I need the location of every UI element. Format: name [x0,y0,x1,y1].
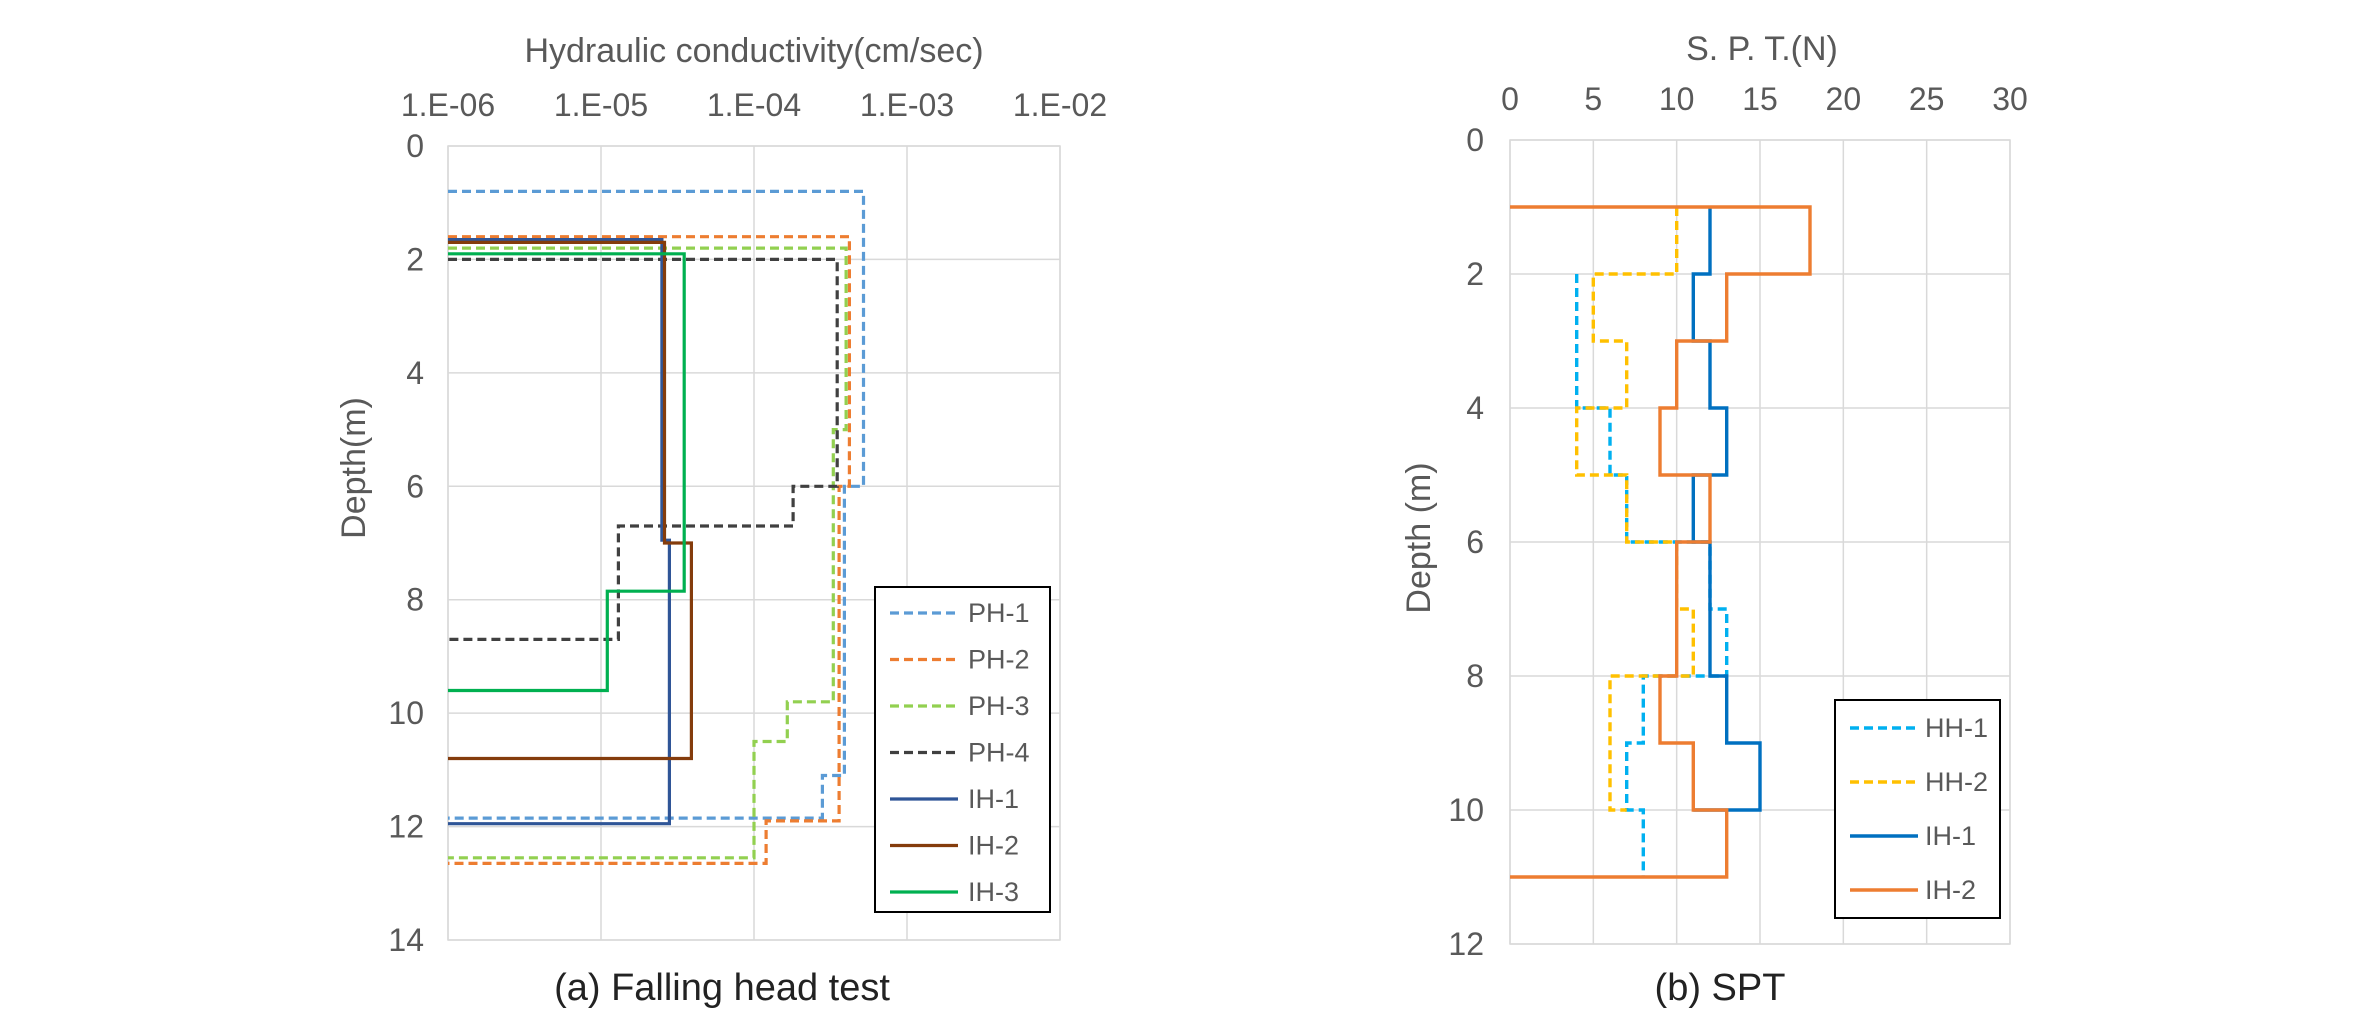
series-line-ph-3 [448,246,848,860]
y-tick-label: 12 [388,809,424,845]
legend-label-hh-1: HH-1 [1925,713,1988,743]
x-tick-label: 5 [1584,81,1602,117]
legend-spt: HH-1 HH-2 IH-1 IH-2 [1834,699,2001,919]
plot-area-border [1509,139,2011,945]
chart-title-spt: S. P. T.(N) [1686,30,1838,68]
y-tick-label: 4 [406,355,424,391]
y-tick-label: 2 [1466,256,1484,292]
y-tick-label: 0 [406,128,424,164]
caption-falling-head-test: (a) Falling head test [554,967,890,1009]
legend-label-ph-3: PH-3 [968,691,1030,721]
x-tick-label: 25 [1909,81,1945,117]
legend-label-ih-1: IH-1 [968,784,1019,814]
y-tick-label: 10 [388,695,424,731]
y-tick-label: 6 [406,468,424,504]
series-line-hh-1 [1574,274,1729,877]
x-tick-label: 20 [1826,81,1862,117]
y-axis-label-depth: Depth(m) [335,397,373,539]
legend-label-ih-2: IH-2 [968,831,1019,861]
x-tick-label: 15 [1742,81,1778,117]
y-tick-label: 0 [1466,122,1484,158]
series-falling-head [448,189,866,866]
series-line-hh-2 [1574,207,1696,812]
series-line-ph-2 [448,235,852,866]
x-tick-label: 10 [1659,81,1695,117]
spt-panel: S. P. T.(N) Depth (m) 0 5 10 15 20 25 30 0 2 4 6 8… [1400,30,2028,1009]
y-tick-labels-spt: 0 2 4 6 8 10 12 [1448,122,1484,962]
y-tick-label: 8 [406,582,424,618]
x-tick-label: 1.E-03 [860,87,954,123]
x-tick-labels-falling-head: 1.E-06 1.E-05 1.E-04 1.E-03 1.E-02 [401,87,1107,123]
x-tick-label: 0 [1501,81,1519,117]
y-tick-label: 14 [388,922,424,958]
chart-title-hydraulic-conductivity: Hydraulic conductivity(cm/sec) [524,32,983,70]
x-tick-label: 1.E-04 [707,87,801,123]
legend-label-ih-3: IH-3 [968,877,1019,907]
x-tick-label: 1.E-06 [401,87,495,123]
legend-label-ph-2: PH-2 [968,645,1030,675]
plot-area-border [447,145,1061,941]
y-tick-label: 6 [1466,524,1484,560]
series-line-ih-2 [448,240,694,761]
legend-label-ih-2: IH-2 [1925,875,1976,905]
legend-box [1834,699,2001,919]
y-tick-label: 2 [406,241,424,277]
x-tick-label: 30 [1992,81,2028,117]
y-tick-label: 8 [1466,658,1484,694]
legend-label-hh-2: HH-2 [1925,767,1988,797]
x-tick-label: 1.E-05 [554,87,648,123]
series-line-ih-2 [1510,205,1812,879]
x-tick-labels-spt: 0 5 10 15 20 25 30 [1501,81,2028,117]
x-tick-label: 1.E-02 [1013,87,1107,123]
legend-label-ih-1: IH-1 [1925,821,1976,851]
series-line-ph-1 [448,189,866,820]
legend-label-ph-4: PH-4 [968,738,1030,768]
series-line-ph-4 [448,257,839,642]
legend-label-ph-1: PH-1 [968,598,1030,628]
y-tick-label: 4 [1466,390,1484,426]
falling-head-test-panel: Hydraulic conductivity(cm/sec) Depth(m) … [335,32,1107,1009]
series-spt [1510,205,1812,879]
series-line-ih-3 [448,252,686,693]
y-tick-labels-falling-head: 0 2 4 6 8 10 12 14 [388,128,424,958]
y-axis-label-depth-m: Depth (m) [1400,462,1438,613]
caption-spt: (b) SPT [1655,967,1786,1009]
y-tick-label: 10 [1448,792,1484,828]
y-tick-label: 12 [1448,926,1484,962]
legend-falling-head: PH-1 PH-2 PH-3 PH-4 IH-1 IH-2 IH-3 [874,586,1051,913]
legend-box [874,586,1051,913]
